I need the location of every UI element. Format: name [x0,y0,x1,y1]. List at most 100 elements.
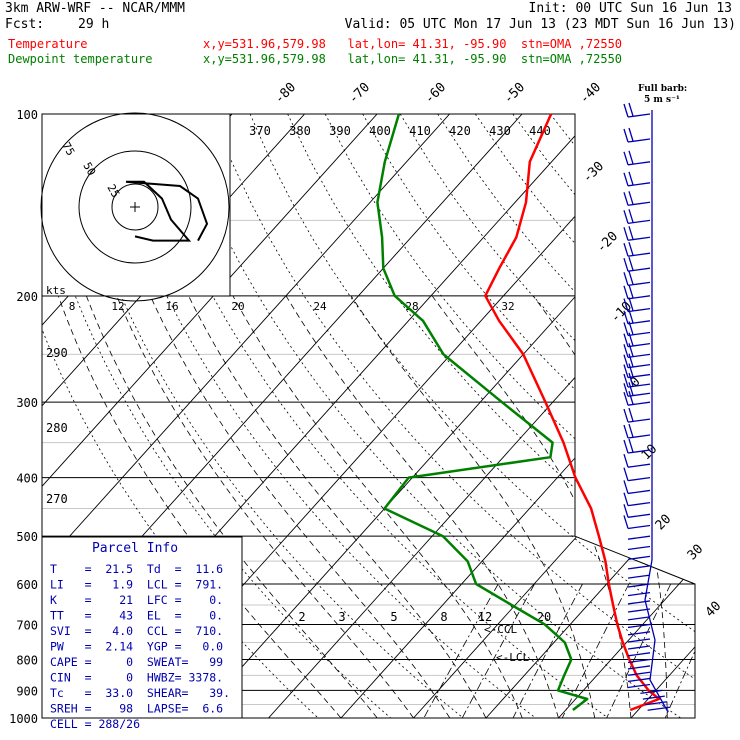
wind-barb [627,113,651,118]
temperature-legend: Temperature [8,37,88,51]
wind-barb [627,295,651,300]
speed-label: 20 [231,300,244,313]
wind-barb [627,236,651,241]
wind-barb-flag [623,192,629,206]
pressure-label: 700 [16,618,38,632]
wind-barb [627,463,651,468]
dry-adiabat [99,114,536,718]
wind-barb-flag [623,480,629,494]
wind-barb-flag [623,103,629,118]
wind-barb-flag [628,102,634,117]
wind-barb-flag [628,241,634,256]
pressure-label: 600 [16,578,38,592]
dry-adiabat [549,114,695,718]
wind-barb-flag [628,372,634,387]
wind-barb [642,695,665,700]
dewpoint-location: x,y=531.96,579.98 lat,lon= 41.31, -95.90… [203,52,623,66]
wind-barb-flag [623,344,629,358]
forecast-label: Fcst: [5,17,45,32]
dry-adiabat [625,114,695,718]
wind-barb-flag [628,363,634,377]
isotherm-label: 40 [703,599,725,621]
wind-barb [627,524,651,530]
dry-adiabat [399,114,695,718]
pressure-label: 1000 [9,712,38,726]
parcel-info-row: T = 21.5 Td = 11.6 [50,562,223,576]
wind-barb [627,477,651,482]
hodograph-ring [40,112,230,302]
wind-barb [627,418,651,423]
hodograph-ring [78,150,192,264]
wind-barb [627,363,651,369]
wind-barb [627,683,651,689]
mixing-ratio-label: 12 [478,610,492,624]
wind-barb-flag [628,226,634,240]
wind-barb [627,616,651,621]
wind-barb [640,689,663,695]
theta-label: 410 [409,124,431,138]
wind-barb [627,343,651,348]
wind-barb [627,320,651,325]
wind-barb [627,353,651,358]
wind-barb-flag [623,172,629,187]
isotherm [630,114,695,718]
wind-barb-flag [628,297,634,311]
init-time: Init: 00 UTC Sun 16 Jun 13 [528,1,733,16]
wind-barb-flag [628,209,634,223]
wind-barb-flag [623,467,629,481]
dry-adiabat [700,114,740,718]
dry-adiabat [212,114,695,718]
wind-barb-flag [623,272,629,286]
wind-barb [627,281,651,287]
temperature-location: x,y=531.96,579.98 lat,lon= 41.31, -95.90… [203,37,623,51]
wind-barb-flag [623,492,629,506]
dry-adiabat [62,114,464,718]
wind-barb [627,392,651,397]
wind-barb [627,373,651,379]
mixing-ratio-line [512,583,583,718]
mixing-ratio-line [664,583,695,718]
speed-label: 24 [313,300,327,313]
dry-adiabat [249,114,695,718]
hodograph [40,112,231,302]
wind-barb [627,555,651,561]
theta-label: 370 [249,124,271,138]
mixing-ratio-line [423,583,499,718]
wind-barb-flag [628,191,634,205]
wind-barb [627,502,651,507]
wind-barb [627,671,651,676]
hodograph-trace [125,180,209,242]
isotherm-label: -30 [580,159,607,186]
full-barb-unit: 5 m s⁻¹ [644,95,680,105]
wind-barb [627,631,651,636]
wind-barb-flag [623,285,629,300]
wind-barb [627,677,651,683]
parcel-info-row: SVI = 4.0 CCL = 710. [50,624,223,638]
wind-barb-flag [623,364,629,378]
theta-label: 420 [449,124,471,138]
mixing-ratio-line [606,583,672,718]
parcel-info-row: CIN = 0 HWBZ= 3378. [50,671,223,685]
dry-adiabat [587,114,695,718]
speed-label: 32 [501,300,514,313]
wind-barb [627,434,651,439]
wind-barb-flag [628,438,634,453]
isotherm [704,114,740,718]
hodograph-frame [41,113,231,297]
wind-barb [627,658,651,664]
isotherm-label: 20 [653,512,675,534]
wind-barb-flag [628,332,634,346]
hodograph-ring-label: 25 [104,182,122,200]
parcel-info-row: Tc = 33.0 SHEAR= 39. [50,686,230,700]
dewpoint-line [376,113,589,711]
moist-adiabat [149,295,451,718]
parcel-info-row: LI = 1.9 LCL = 791. [50,578,223,592]
wind-barb-flag [623,310,629,325]
wind-barb-flag [628,309,634,324]
wind-barb-flag [623,128,629,143]
isotherm-label: -50 [501,80,528,107]
wind-barb-flag [628,382,634,396]
wind-barb [627,267,651,272]
isotherm-label: 10 [639,442,661,464]
